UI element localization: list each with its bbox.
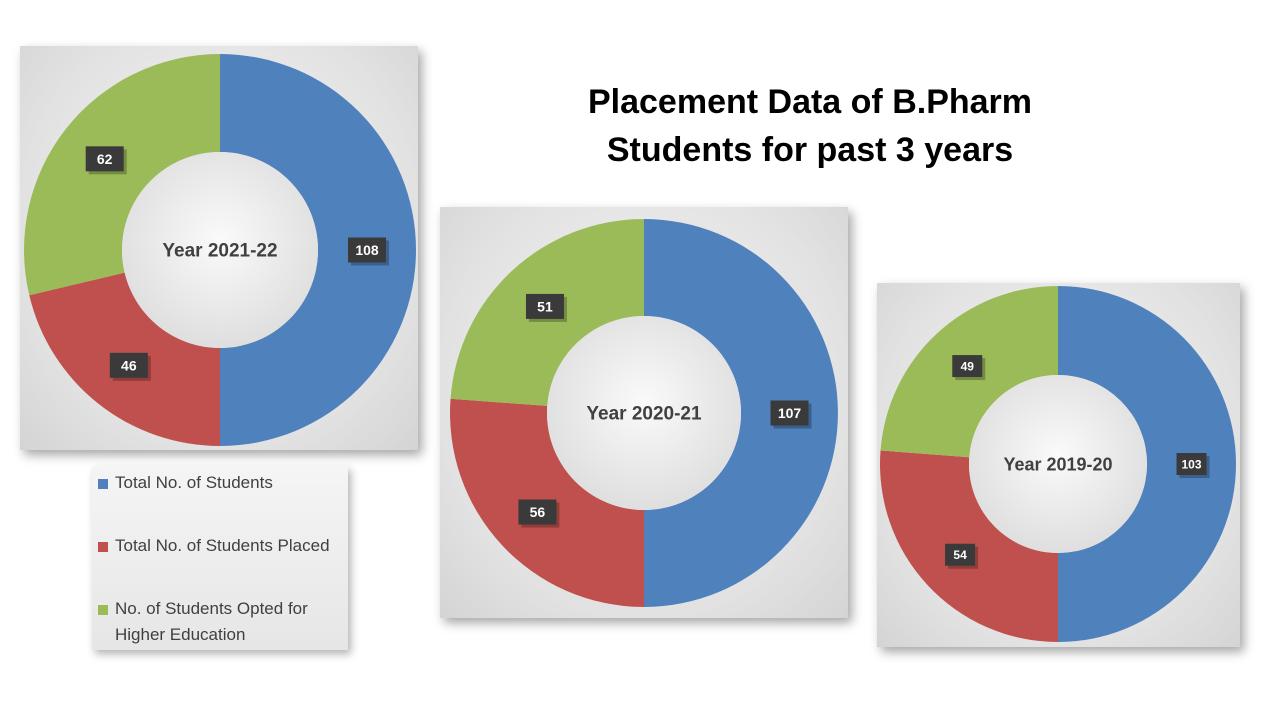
- donut-svg: 108 46 62 Year 2021-22: [24, 54, 416, 446]
- svg-text:56: 56: [530, 504, 546, 520]
- svg-text:46: 46: [121, 357, 137, 373]
- donut-chart-2021-22: 108 46 62 Year 2021-22: [20, 46, 418, 450]
- data-label: 46: [109, 352, 151, 381]
- svg-text:54: 54: [953, 548, 967, 562]
- svg-text:49: 49: [961, 359, 975, 373]
- chart-legend: Total No. of Students Total No. of Stude…: [92, 466, 348, 650]
- donut-chart-2019-20: 103 54 49 Year 2019-20: [877, 283, 1240, 647]
- donut-svg: 103 54 49 Year 2019-20: [880, 286, 1236, 642]
- legend-swatch-red: [98, 542, 108, 552]
- chart-center-title: Year 2021-22: [162, 241, 277, 262]
- svg-text:108: 108: [355, 242, 379, 258]
- donut-hole: [547, 316, 741, 510]
- data-label: 51: [525, 293, 567, 322]
- chart-center-title: Year 2020-21: [586, 404, 702, 425]
- data-label: 49: [952, 355, 986, 381]
- title-line-1: Placement Data of B.Pharm: [587, 83, 1033, 121]
- svg-text:51: 51: [537, 298, 553, 314]
- donut-segment: [24, 54, 220, 296]
- donut-hole: [969, 375, 1147, 553]
- legend-swatch-blue: [98, 479, 108, 489]
- legend-label: Total No. of Students: [115, 473, 273, 492]
- data-label: 103: [1176, 453, 1210, 478]
- data-label: 62: [85, 146, 127, 175]
- data-label: 107: [770, 400, 812, 429]
- svg-text:103: 103: [1181, 457, 1201, 471]
- donut-chart-2020-21: 107 56 51 Year 2020-21: [440, 207, 848, 618]
- donut-svg: 107 56 51 Year 2020-21: [450, 219, 838, 607]
- donut-hole: [122, 152, 318, 348]
- svg-text:62: 62: [97, 151, 113, 167]
- page-title: Placement Data of B.Pharm Students for p…: [560, 78, 1060, 174]
- data-label: 108: [348, 237, 389, 266]
- donut-segment: [644, 219, 838, 607]
- title-line-2: Students for past 3 years: [606, 131, 1014, 169]
- chart-center-title: Year 2019-20: [1003, 454, 1112, 474]
- data-label: 56: [518, 499, 560, 528]
- legend-swatch-green: [98, 605, 108, 615]
- legend-label: No. of Students Opted for Higher Educati…: [115, 599, 308, 644]
- svg-text:107: 107: [778, 405, 802, 421]
- legend-label: Total No. of Students Placed: [115, 536, 330, 555]
- data-label: 54: [945, 543, 979, 569]
